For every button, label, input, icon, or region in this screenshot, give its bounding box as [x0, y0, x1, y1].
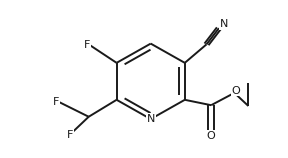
Text: O: O — [207, 131, 215, 141]
Text: N: N — [147, 114, 155, 124]
Text: N: N — [220, 19, 228, 29]
Text: F: F — [53, 97, 59, 107]
Text: F: F — [84, 40, 90, 50]
Text: O: O — [232, 86, 240, 96]
Text: F: F — [67, 130, 73, 140]
